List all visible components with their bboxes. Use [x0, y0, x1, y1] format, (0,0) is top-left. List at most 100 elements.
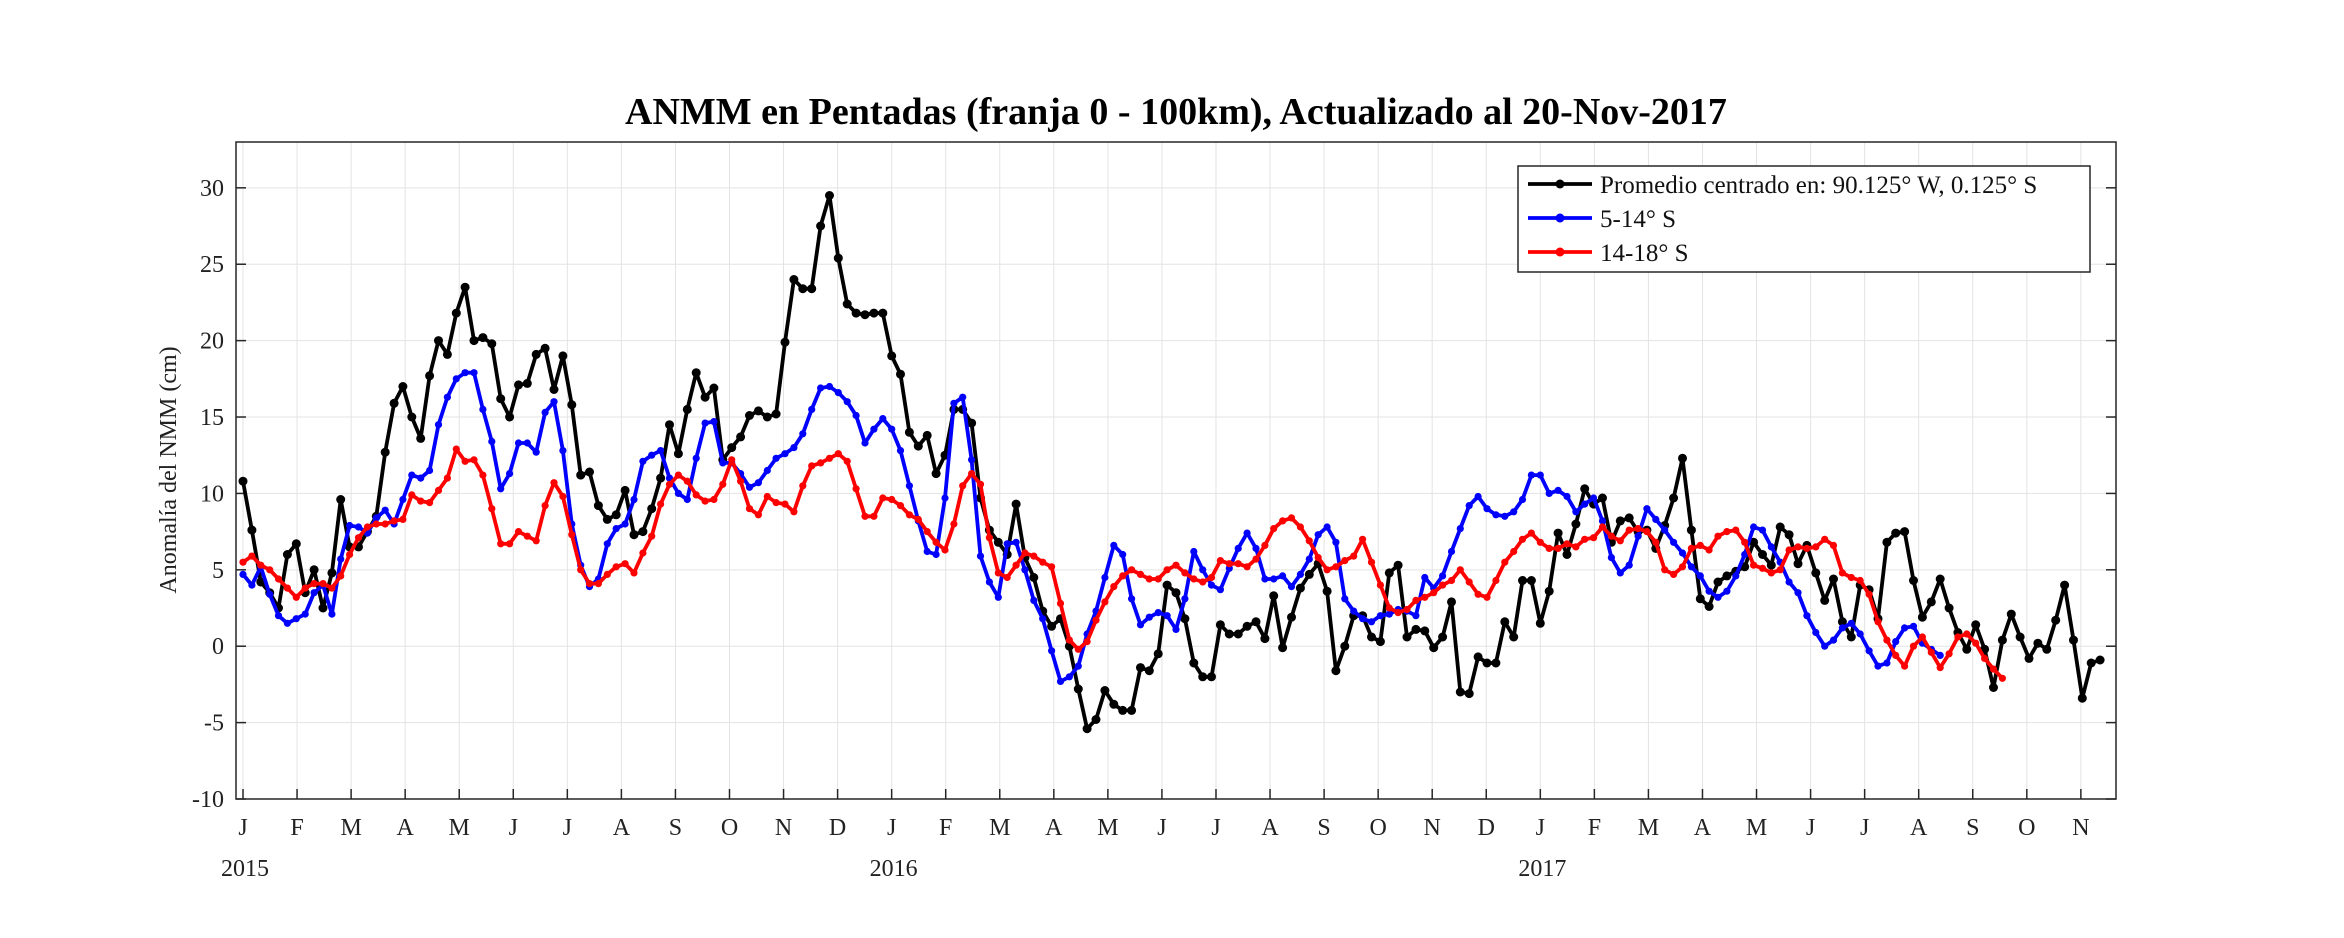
data-point	[1981, 654, 1989, 663]
data-point	[1927, 648, 1935, 656]
data-point	[1384, 568, 1394, 578]
data-point	[763, 466, 771, 475]
data-point	[1296, 570, 1304, 579]
data-point	[816, 221, 826, 231]
data-point	[888, 495, 896, 504]
data-point	[532, 448, 540, 456]
data-point	[1936, 664, 1944, 672]
data-point	[682, 404, 692, 414]
data-point	[968, 470, 976, 478]
data-point	[1670, 538, 1678, 546]
x-tick-label: N	[775, 815, 792, 841]
data-point	[2086, 658, 2096, 668]
data-point	[790, 508, 798, 516]
y-tick-label: 5	[212, 558, 224, 584]
data-point	[399, 515, 407, 524]
data-point	[913, 441, 923, 451]
data-point	[434, 336, 443, 346]
x-tick-label: M	[340, 815, 361, 841]
data-point	[514, 380, 523, 390]
x-tick-label: J	[1536, 815, 1545, 841]
data-point	[922, 430, 932, 440]
data-point	[1287, 514, 1296, 522]
data-point	[799, 430, 807, 438]
data-point	[1304, 569, 1314, 579]
data-point	[1723, 587, 1731, 595]
chart-title: ANMM en Pentadas (franja 0 - 100km), Act…	[625, 91, 1727, 133]
legend-label: Promedio centrado en: 90.125° W, 0.125° …	[1600, 172, 2037, 199]
data-point	[282, 550, 292, 559]
y-axis-label: Anomalía del NMM (cm)	[156, 346, 182, 593]
data-point	[257, 561, 265, 569]
data-point	[1501, 558, 1509, 566]
data-point	[1003, 540, 1011, 548]
data-point	[2033, 638, 2043, 648]
data-point	[780, 337, 790, 347]
x-tick-label: J	[238, 815, 247, 841]
data-point	[1616, 569, 1624, 577]
data-point	[905, 511, 914, 519]
data-point	[1171, 588, 1181, 598]
data-point	[238, 476, 248, 486]
data-point	[1082, 724, 1092, 734]
data-point	[1962, 644, 1972, 654]
data-point	[461, 369, 469, 377]
data-point	[1359, 615, 1367, 623]
data-point	[1963, 630, 1971, 638]
data-point	[1242, 621, 1252, 631]
data-point	[1687, 544, 1695, 553]
data-point	[1287, 612, 1296, 622]
data-point	[1865, 590, 1873, 598]
data-point	[1624, 513, 1634, 523]
data-point	[673, 449, 683, 459]
data-point	[559, 492, 567, 501]
data-point	[709, 383, 719, 393]
data-point	[247, 525, 257, 535]
data-point	[825, 191, 834, 200]
data-point	[1883, 659, 1891, 667]
data-point	[959, 482, 967, 490]
data-point	[1652, 515, 1660, 524]
data-point	[1465, 578, 1473, 586]
data-point	[1821, 535, 1829, 543]
data-point	[1456, 566, 1464, 574]
data-point	[1784, 530, 1794, 540]
data-point	[843, 457, 851, 465]
data-point	[408, 491, 416, 499]
data-point	[1563, 492, 1571, 501]
data-point	[1172, 561, 1180, 569]
data-point	[710, 418, 718, 426]
data-point	[531, 349, 541, 359]
x-tick-label: J	[887, 815, 896, 841]
data-point	[1314, 554, 1322, 562]
data-point	[1039, 615, 1047, 623]
data-point	[319, 580, 327, 588]
data-point	[266, 590, 274, 598]
data-point	[1376, 581, 1384, 589]
legend-swatch-marker	[1555, 247, 1565, 257]
y-tick-label: 30	[200, 176, 224, 202]
data-point	[274, 612, 283, 620]
data-point	[1829, 636, 1838, 644]
data-point	[1074, 662, 1082, 670]
data-point	[389, 398, 399, 408]
data-point	[976, 480, 985, 488]
data-point	[1269, 591, 1279, 601]
data-point	[1295, 583, 1305, 593]
data-point	[1695, 594, 1705, 604]
x-tick-label: A	[1910, 815, 1928, 841]
x-tick-label: J	[1860, 815, 1869, 841]
data-point	[1874, 662, 1882, 670]
data-point	[932, 550, 940, 559]
data-point	[1385, 610, 1393, 618]
data-point	[771, 409, 781, 419]
data-point	[577, 566, 585, 574]
data-point	[1794, 589, 1802, 597]
data-point	[505, 412, 515, 422]
data-point	[426, 499, 434, 507]
data-point	[1128, 566, 1136, 574]
data-point	[266, 566, 274, 574]
data-point	[1847, 573, 1855, 582]
data-point	[1598, 523, 1607, 531]
